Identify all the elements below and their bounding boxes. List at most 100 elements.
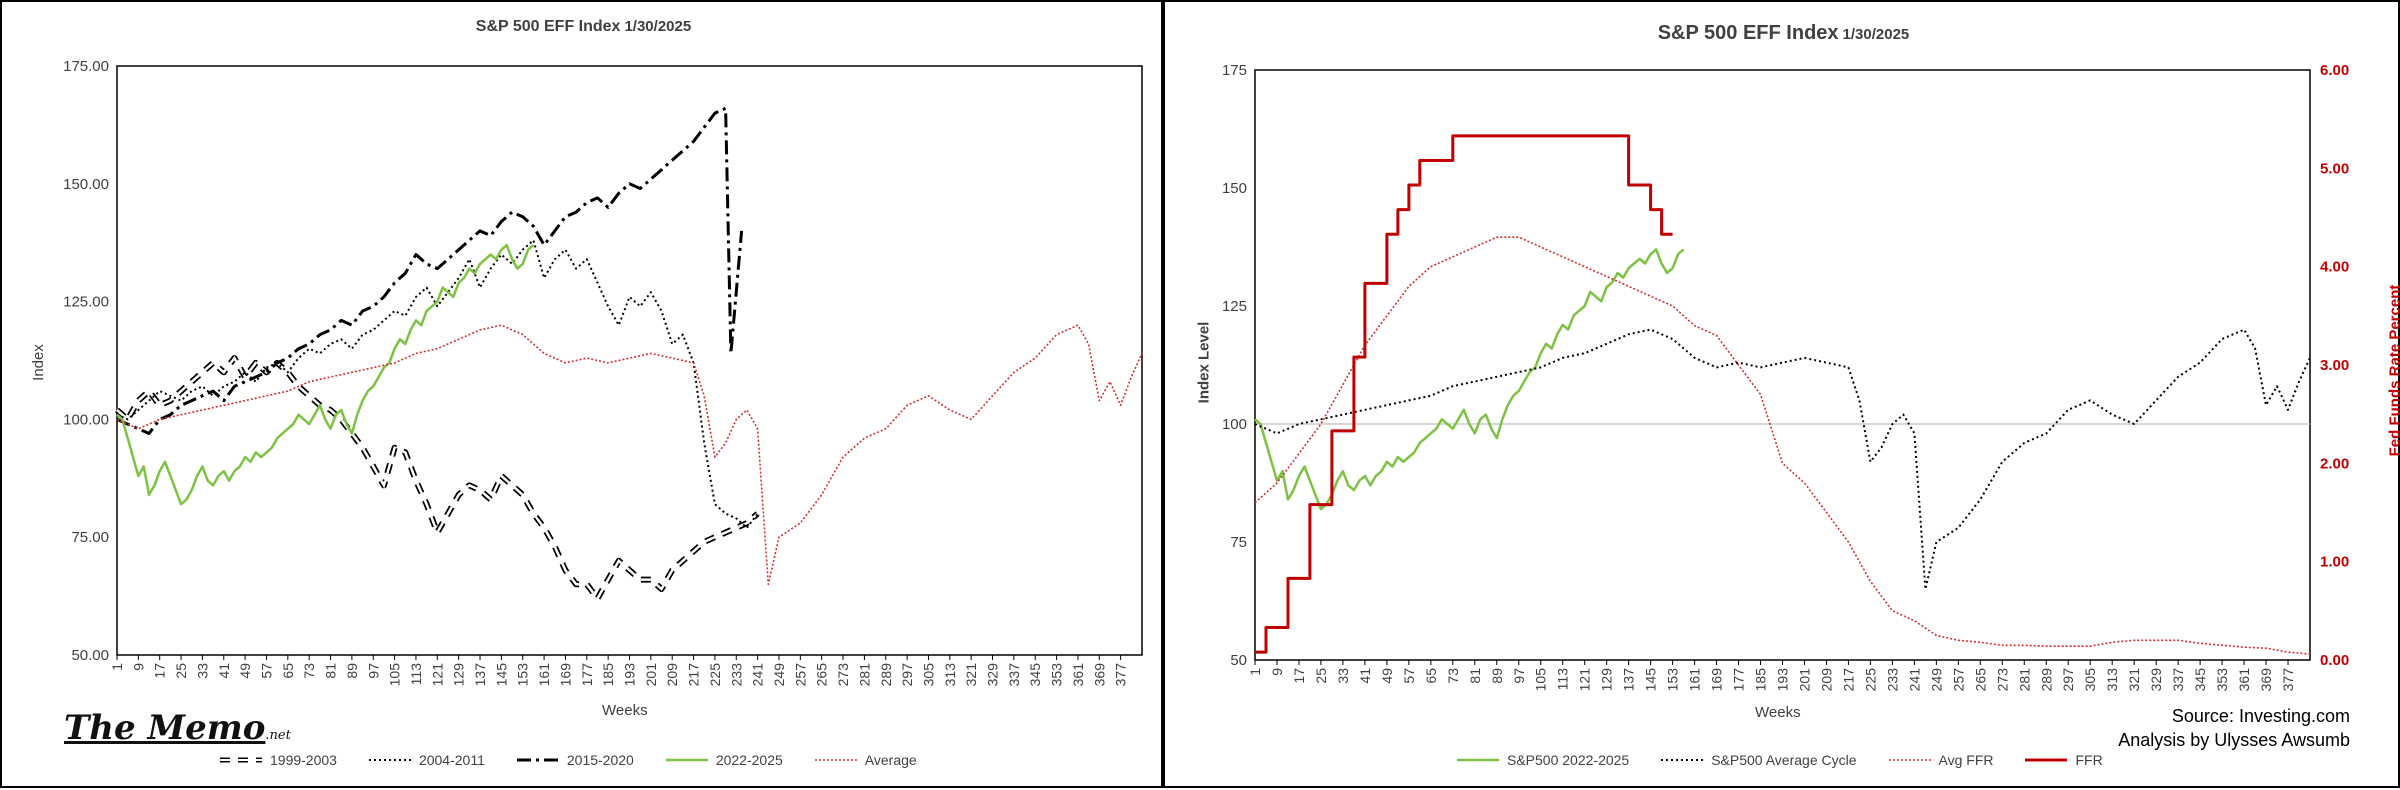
right-y2-tick-label: 5.00: [2320, 160, 2349, 177]
left-legend-label: Average: [864, 752, 917, 768]
right-x-tick-label: 177: [1731, 668, 1747, 692]
right-x-tick-label: 225: [1862, 668, 1878, 692]
left-y-tick-label: 125.00: [63, 294, 109, 311]
left-x-tick-label: 233: [728, 663, 744, 687]
left-legend-swatch: [516, 758, 559, 762]
left-x-tick-label: 249: [771, 663, 787, 687]
right-x-tick-label: 33: [1335, 668, 1351, 684]
right-y-tick-label: 150: [1222, 180, 1247, 197]
left-x-tick-label: 169: [557, 663, 573, 687]
right-x-tick-label: 353: [2214, 668, 2230, 692]
left-x-tick-label: 57: [258, 663, 274, 679]
right-x-tick-label: 65: [1423, 668, 1439, 684]
left-y-tick-label: 175.00: [63, 58, 109, 75]
left-legend-item: 2022-2025: [664, 752, 783, 768]
left-x-tick-label: 265: [814, 663, 830, 687]
right-y2-tick-label: 1.00: [2320, 554, 2349, 571]
left-legend-item: 2015-2020: [515, 752, 634, 768]
left-series-average: [116, 324, 1143, 586]
right-x-tick-label: 89: [1489, 668, 1505, 684]
left-x-tick-label: 337: [1006, 663, 1022, 687]
left-x-tick-label: 137: [472, 663, 488, 687]
right-y-tick-label: 50: [1230, 652, 1247, 669]
left-x-tick-label: 305: [920, 663, 936, 687]
left-series-1999-2003: [115, 355, 760, 602]
right-x-tick-label: 209: [1818, 668, 1834, 692]
right-x-tick-label: 105: [1533, 668, 1549, 692]
right-legend-item: FFR: [2023, 752, 2103, 768]
left-y-axis-title: Index: [29, 344, 47, 381]
left-x-tick-label: 257: [792, 663, 808, 687]
left-x-tick-label: 81: [323, 663, 339, 679]
right-chart-plot: 50751001251501750.001.002.003.004.005.00…: [1222, 62, 2349, 692]
left-chart-panel: S&P 500 EFF Index 1/30/2025 50.00 75.00 100…: [0, 0, 1163, 788]
right-chart-legend: S&P500 2022-2025 S&P500 Average Cycle Avg …: [1455, 752, 2133, 768]
left-x-tick-label: 17: [152, 663, 168, 679]
right-x-tick-label: 129: [1599, 668, 1615, 692]
right-legend-swatch: [1661, 759, 1704, 761]
right-series-avg-ffr: [1254, 236, 2311, 655]
right-x-tick-label: 313: [2104, 668, 2120, 692]
left-chart-plot: 50.00 75.00 100.00 125.00 150.00 175.00 1 9 17 25…: [63, 58, 1143, 687]
right-x-tick-label: 193: [1775, 668, 1791, 692]
left-series-2022-2025: [116, 243, 535, 506]
left-chart-legend: 1999-2003 2004-2011 2015-2020 2022-2025 Aver…: [218, 752, 947, 768]
right-x-tick-label: 241: [1906, 668, 1922, 692]
right-x-tick-label: 281: [2016, 668, 2032, 692]
left-x-tick-label: 161: [536, 663, 552, 687]
left-legend-label: 2004-2011: [418, 752, 485, 768]
left-y-tick-label: 75.00: [71, 529, 109, 546]
right-x-tick-label: 185: [1753, 668, 1769, 692]
left-x-tick-label: 65: [280, 663, 296, 679]
left-series-2015-2020: [116, 106, 744, 435]
left-legend-swatch: [368, 759, 411, 761]
right-x-tick-label: 9: [1269, 668, 1285, 676]
left-x-tick-label: 33: [194, 663, 210, 679]
right-x-tick-label: 297: [2060, 668, 2076, 692]
left-x-tick-label: 105: [387, 663, 403, 687]
left-legend-swatch: [665, 758, 708, 762]
right-y2-tick-label: 3.00: [2320, 357, 2349, 374]
left-x-tick-label: 377: [1113, 663, 1129, 687]
left-y-tick-label: 150.00: [63, 176, 109, 193]
right-legend-item: Avg FFR: [1887, 752, 1993, 768]
right-x-tick-label: 81: [1467, 668, 1483, 684]
right-series-s-p500-average-cycle: [1254, 328, 2311, 591]
left-legend-label: 2015-2020: [566, 752, 634, 768]
right-y2-tick-label: 6.00: [2320, 62, 2349, 79]
right-x-tick-label: 137: [1621, 668, 1637, 692]
left-x-tick-label: 273: [835, 663, 851, 687]
right-legend-swatch: [1888, 759, 1931, 761]
left-x-tick-label: 113: [408, 663, 424, 686]
right-legend-swatch: [1457, 758, 1499, 762]
right-x-tick-label: 305: [2082, 668, 2098, 692]
left-x-tick-label: 361: [1070, 663, 1086, 687]
right-x-tick-label: 377: [2280, 668, 2296, 692]
left-x-tick-label: 289: [878, 663, 894, 687]
right-x-tick-label: 329: [2148, 668, 2164, 692]
right-x-tick-label: 169: [1709, 668, 1725, 692]
right-x-tick-label: 369: [2258, 668, 2274, 692]
right-x-tick-label: 337: [2170, 668, 2186, 692]
source-note: Source: Investing.com Analysis by Ulysse…: [2118, 704, 2350, 752]
left-x-tick-label: 369: [1091, 663, 1107, 687]
right-x-tick-label: 57: [1401, 668, 1417, 684]
right-x-tick-label: 113: [1555, 668, 1571, 691]
right-x-tick-label: 289: [2038, 668, 2054, 692]
left-x-tick-label: 329: [985, 663, 1001, 687]
left-x-tick-label: 121: [429, 663, 445, 687]
right-legend-label: FFR: [2075, 752, 2103, 768]
right-plot-frame: [1254, 69, 2311, 661]
left-x-tick-label: 201: [643, 663, 659, 687]
right-x-tick-label: 145: [1643, 668, 1659, 692]
left-x-tick-label: 225: [707, 663, 723, 687]
right-x-tick-label: 321: [2126, 668, 2142, 692]
right-x-tick-label: 249: [1928, 668, 1944, 692]
left-legend-label: 1999-2003: [270, 752, 337, 768]
left-x-tick-label: 41: [216, 663, 232, 679]
left-legend-swatch: [814, 759, 857, 761]
left-y-tick-label: 50.00: [71, 647, 109, 664]
left-legend-swatch: [220, 757, 262, 763]
right-legend-swatch: [2025, 758, 2068, 762]
left-x-tick-label: 297: [899, 663, 915, 687]
